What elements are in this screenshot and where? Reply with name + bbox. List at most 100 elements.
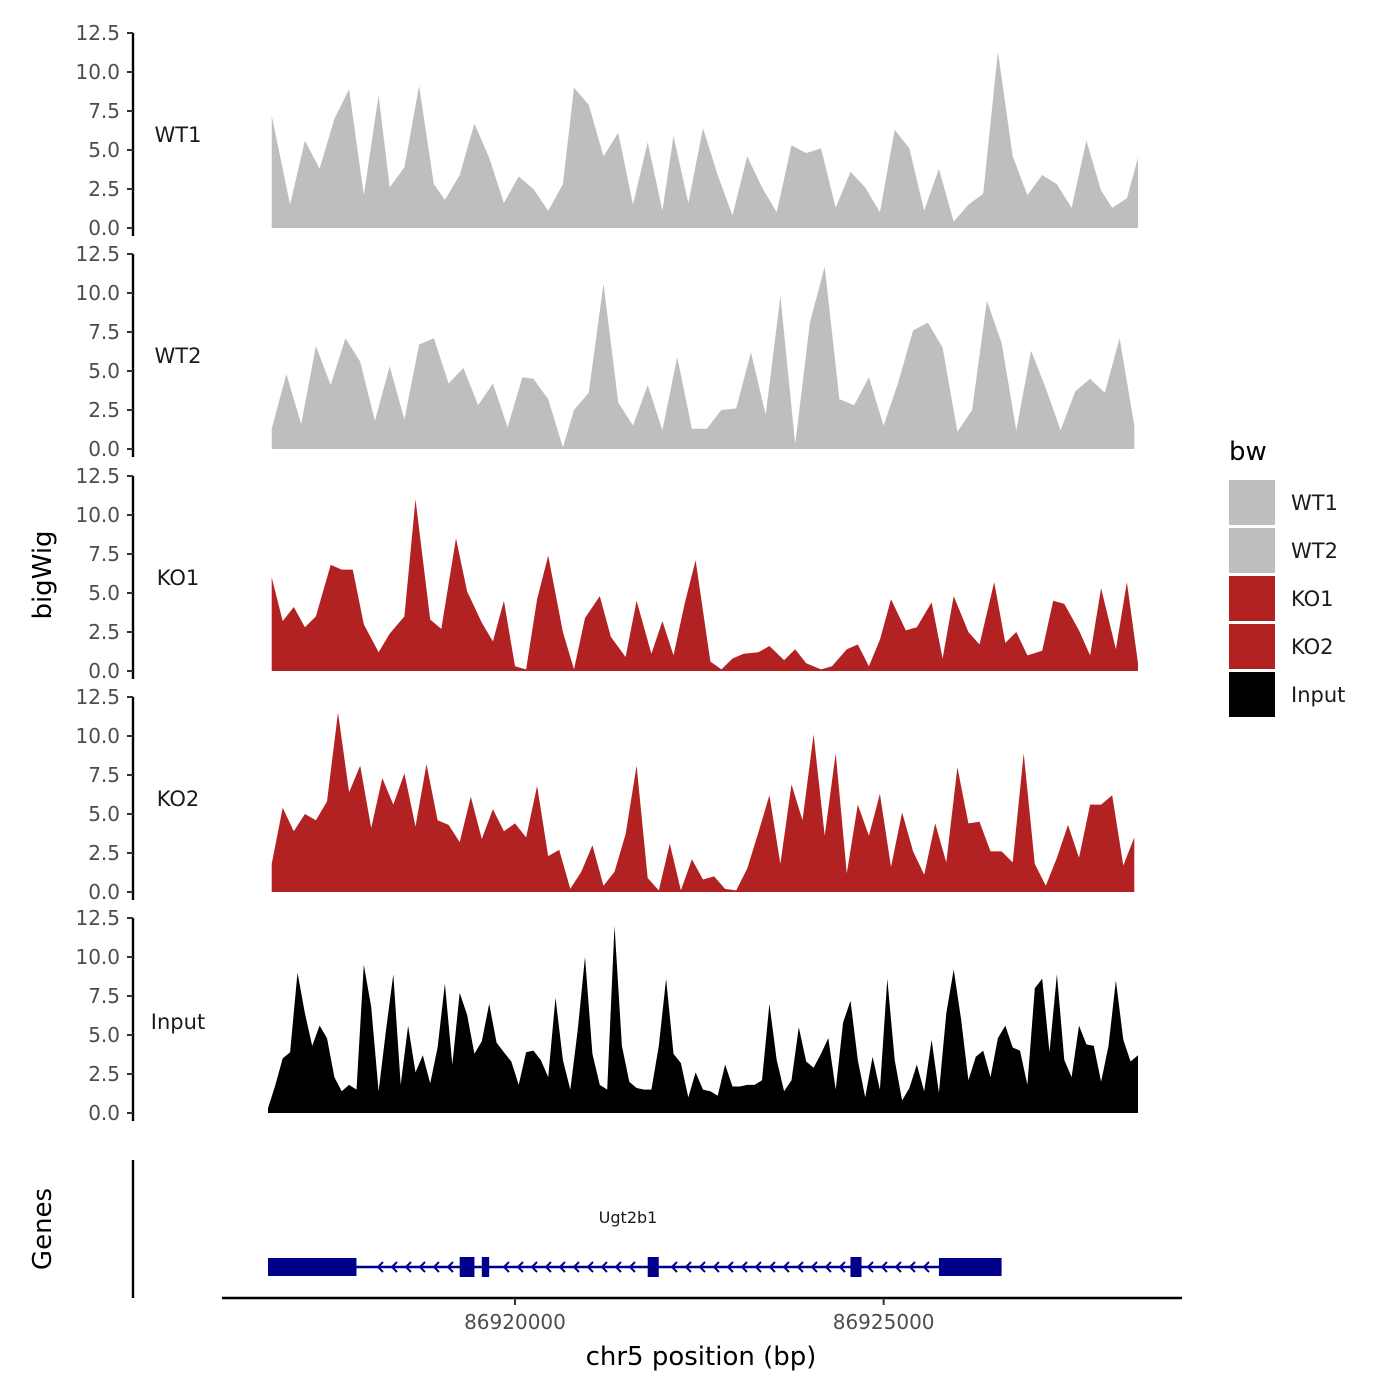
x-tick-label: 86925000 bbox=[833, 1310, 935, 1334]
strand-arrow bbox=[712, 1261, 720, 1273]
strand-arrow bbox=[740, 1261, 748, 1273]
strand-arrow bbox=[796, 1261, 804, 1273]
x-tick-label: 86920000 bbox=[464, 1310, 566, 1334]
legend-title: bw bbox=[1229, 437, 1267, 467]
y-tick-label: 0.0 bbox=[88, 216, 120, 240]
strand-arrow bbox=[670, 1261, 678, 1273]
strand-arrow bbox=[614, 1261, 622, 1273]
track-label-wt2: WT2 bbox=[155, 344, 202, 368]
strand-arrow bbox=[782, 1261, 790, 1273]
strand-arrow bbox=[376, 1261, 384, 1273]
strand-arrow bbox=[768, 1261, 776, 1273]
legend-label-wt1: WT1 bbox=[1291, 491, 1338, 515]
exon-block bbox=[481, 1257, 490, 1277]
y-tick-label: 10.0 bbox=[75, 724, 120, 748]
y-tick-label: 10.0 bbox=[75, 60, 120, 84]
exon-block bbox=[938, 1258, 1002, 1276]
x-axis: 86920000 86925000 bbox=[222, 1296, 1182, 1334]
strand-arrow bbox=[502, 1261, 510, 1273]
y-tick-label: 5.0 bbox=[88, 581, 120, 605]
strand-arrow bbox=[866, 1261, 874, 1273]
y-tick-label: 2.5 bbox=[88, 177, 120, 201]
strand-arrow bbox=[726, 1261, 734, 1273]
strand-arrow bbox=[824, 1261, 832, 1273]
y-tick-label: 7.5 bbox=[88, 320, 120, 344]
legend-swatch-wt2 bbox=[1229, 528, 1275, 573]
legend-swatch-wt1 bbox=[1229, 480, 1275, 525]
coverage-area-wt2 bbox=[271, 266, 1135, 449]
strand-arrow bbox=[572, 1261, 580, 1273]
track-label-ko1: KO1 bbox=[157, 566, 200, 590]
x-axis-title: chr5 position (bp) bbox=[586, 1342, 817, 1372]
strand-arrow bbox=[446, 1261, 454, 1273]
y-tick-label: 0.0 bbox=[88, 1101, 120, 1125]
y-tick-label: 12.5 bbox=[75, 685, 120, 709]
track-input: 0.0 2.5 5.0 7.5 10.0 12.5 Input bbox=[75, 906, 1138, 1125]
coverage-area-ko1 bbox=[271, 499, 1138, 671]
legend-label-wt2: WT2 bbox=[1291, 539, 1338, 563]
y-tick-label: 12.5 bbox=[75, 906, 120, 930]
strand-arrow bbox=[404, 1261, 412, 1273]
strand-arrow bbox=[922, 1261, 930, 1273]
y-tick-label: 12.5 bbox=[75, 242, 120, 266]
y-tick-label: 7.5 bbox=[88, 542, 120, 566]
coverage-area-input bbox=[268, 925, 1138, 1113]
strand-arrow bbox=[684, 1261, 692, 1273]
strand-arrow bbox=[754, 1261, 762, 1273]
y-tick-label: 7.5 bbox=[88, 763, 120, 787]
strand-arrow bbox=[908, 1261, 916, 1273]
strand-arrow bbox=[516, 1261, 524, 1273]
y-tick-label: 5.0 bbox=[88, 359, 120, 383]
strand-arrow bbox=[838, 1261, 846, 1273]
y-tick-label: 0.0 bbox=[88, 659, 120, 683]
y-tick-label: 0.0 bbox=[88, 880, 120, 904]
track-label-input: Input bbox=[151, 1010, 205, 1034]
strand-arrow bbox=[544, 1261, 552, 1273]
y-tick-label: 2.5 bbox=[88, 1062, 120, 1086]
strand-arrow bbox=[390, 1261, 398, 1273]
y-tick-label: 12.5 bbox=[75, 21, 120, 45]
exon-block bbox=[647, 1257, 659, 1277]
strand-arrow bbox=[418, 1261, 426, 1273]
strand-arrow bbox=[600, 1261, 608, 1273]
y-axis-title: bigWig bbox=[28, 530, 58, 619]
track-label-wt1: WT1 bbox=[155, 123, 202, 147]
exon-block bbox=[850, 1257, 862, 1277]
track-wt2: 0.0 2.5 5.0 7.5 10.0 12.5 WT2 bbox=[75, 242, 1135, 461]
legend-label-input: Input bbox=[1291, 683, 1345, 707]
y-tick-label: 10.0 bbox=[75, 281, 120, 305]
track-ko2: 0.0 2.5 5.0 7.5 10.0 12.5 KO2 bbox=[75, 685, 1135, 904]
legend: bw WT1 WT2 KO1 KO2 Input bbox=[1229, 437, 1345, 717]
track-label-ko2: KO2 bbox=[157, 787, 200, 811]
strand-arrow bbox=[530, 1261, 538, 1273]
coverage-area-ko2 bbox=[271, 712, 1135, 892]
gene-name-label: Ugt2b1 bbox=[599, 1208, 658, 1227]
y-tick-label: 12.5 bbox=[75, 464, 120, 488]
y-tick-label: 5.0 bbox=[88, 1023, 120, 1047]
y-tick-label: 7.5 bbox=[88, 984, 120, 1008]
y-tick-label: 2.5 bbox=[88, 841, 120, 865]
legend-swatch-input bbox=[1229, 672, 1275, 717]
gene-track-title: Genes bbox=[28, 1188, 58, 1270]
strand-arrow bbox=[810, 1261, 818, 1273]
y-tick-label: 5.0 bbox=[88, 802, 120, 826]
y-tick-label: 0.0 bbox=[88, 437, 120, 461]
strand-arrow bbox=[698, 1261, 706, 1273]
legend-swatch-ko2 bbox=[1229, 624, 1275, 669]
strand-arrow bbox=[558, 1261, 566, 1273]
track-ko1: 0.0 2.5 5.0 7.5 10.0 12.5 KO1 bbox=[75, 464, 1138, 683]
legend-swatch-ko1 bbox=[1229, 576, 1275, 621]
strand-arrow bbox=[894, 1261, 902, 1273]
y-tick-label: 5.0 bbox=[88, 138, 120, 162]
y-tick-label: 2.5 bbox=[88, 398, 120, 422]
strand-arrow bbox=[432, 1261, 440, 1273]
y-tick-label: 10.0 bbox=[75, 503, 120, 527]
exon-block bbox=[459, 1257, 475, 1277]
bigwig-tracks: 0.0 2.5 5.0 7.5 10.0 12.5 WT1 0.0 2.5 5.0 7.5 10.0 1… bbox=[75, 21, 1138, 1125]
y-tick-label: 2.5 bbox=[88, 620, 120, 644]
strand-arrow bbox=[586, 1261, 594, 1273]
y-tick-label: 10.0 bbox=[75, 945, 120, 969]
track-wt1: 0.0 2.5 5.0 7.5 10.0 12.5 WT1 bbox=[75, 21, 1138, 240]
strand-arrow bbox=[880, 1261, 888, 1273]
